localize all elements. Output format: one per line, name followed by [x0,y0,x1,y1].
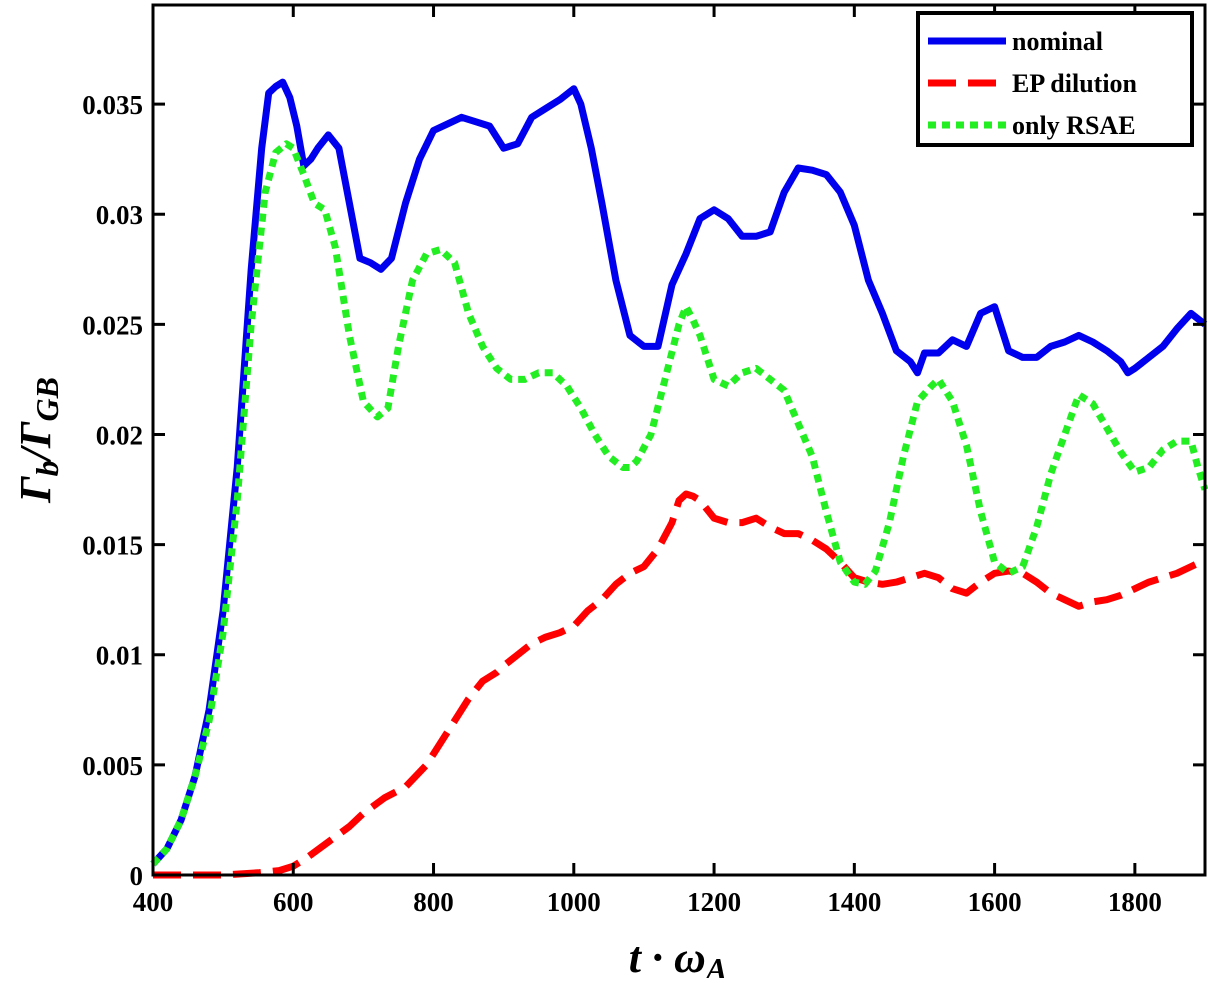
y-tick-label: 0.02 [96,420,143,450]
series-line-1 [153,490,1207,879]
y-tick-label: 0.025 [82,310,143,340]
x-tick-label: 1400 [827,887,881,917]
x-axis-title-main: t · ω [629,933,706,978]
y-tick-label: 0.005 [82,751,143,781]
y-tick-label: 0.01 [96,641,143,671]
x-axis-title: t · ωA [629,933,727,978]
x-tick-label: 600 [273,887,314,917]
y-axis-title-subscript: b [29,460,65,476]
legend: nominal EP dilution only RSAE [916,11,1194,147]
axes-layer: 400 600 800 1000 1200 1400 1600 1800 0 0.005 0.01 0… [82,3,1207,917]
x-tick-label: 1600 [968,887,1022,917]
x-tick-label: 1000 [547,887,601,917]
x-tick-label: 400 [133,887,174,917]
y-axis-title-main: Γ [11,476,60,504]
legend-label-1: EP dilution [1012,69,1138,98]
legend-label-2: only RSAE [1012,111,1136,140]
x-tick-label: 1200 [687,887,741,917]
y-axis-title: Γb/ΓGB [11,377,65,504]
legend-label-0: nominal [1012,27,1103,56]
x-tick-label: 1800 [1108,887,1162,917]
y-tick-label: 0 [130,861,144,891]
x-tick-label: 800 [413,887,454,917]
y-tick-label: 0.035 [82,90,143,120]
series-layer [150,78,1208,879]
y-tick-label: 0.015 [82,531,143,561]
y-axis-title-subscript: GB [29,377,65,421]
x-axis-title-subscript: A [704,951,727,978]
plot-frame [151,3,1207,877]
series-line-2 [150,140,1208,867]
y-axis-title-main: /Γ [11,421,60,463]
y-tick-label: 0.03 [96,200,143,230]
